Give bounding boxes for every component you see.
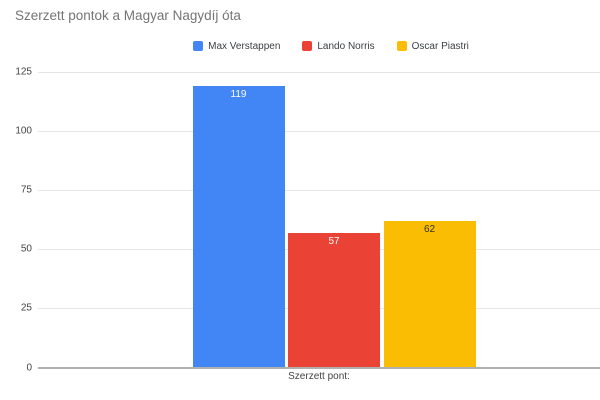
legend-swatch-icon xyxy=(302,41,313,51)
gridline xyxy=(38,190,600,192)
x-axis-label: Szerzett pont: xyxy=(288,371,350,382)
chart-title: Szerzett pontok a Magyar Nagydíj óta xyxy=(15,8,241,23)
y-tick-label: 125 xyxy=(15,66,32,78)
legend-swatch-icon xyxy=(193,41,204,51)
gridline xyxy=(38,72,600,73)
x-axis-line xyxy=(38,366,600,369)
y-tick-label: 100 xyxy=(15,125,32,137)
y-tick-label: 25 xyxy=(20,302,32,314)
legend-swatch-icon xyxy=(396,41,407,51)
legend-item-lando-norris[interactable]: Lando Norris xyxy=(302,40,375,52)
bar-value-label: 57 xyxy=(328,235,340,247)
legend-item-oscar-piastri[interactable]: Oscar Piastri xyxy=(396,40,469,52)
bar-max-verstappen[interactable]: 119 xyxy=(192,86,285,368)
legend-item-max-verstappen[interactable]: Max Verstappen xyxy=(193,41,280,52)
bar-value-label: 62 xyxy=(423,223,436,235)
chart-legend: Max Verstappen Lando Norris Oscar Piastri xyxy=(62,39,600,53)
bar-value-label: 119 xyxy=(230,89,247,101)
legend-label: Lando Norris xyxy=(317,40,375,52)
y-tick-label: 75 xyxy=(20,184,32,196)
legend-label: Oscar Piastri xyxy=(411,40,469,52)
y-tick-label: 0 xyxy=(26,362,32,373)
y-tick-label: 50 xyxy=(20,243,32,255)
bar-oscar-piastri[interactable]: 62 xyxy=(383,220,476,368)
bar-lando-norris[interactable]: 57 xyxy=(288,232,380,368)
legend-label: Max Verstappen xyxy=(208,40,281,52)
gridline xyxy=(38,131,600,133)
